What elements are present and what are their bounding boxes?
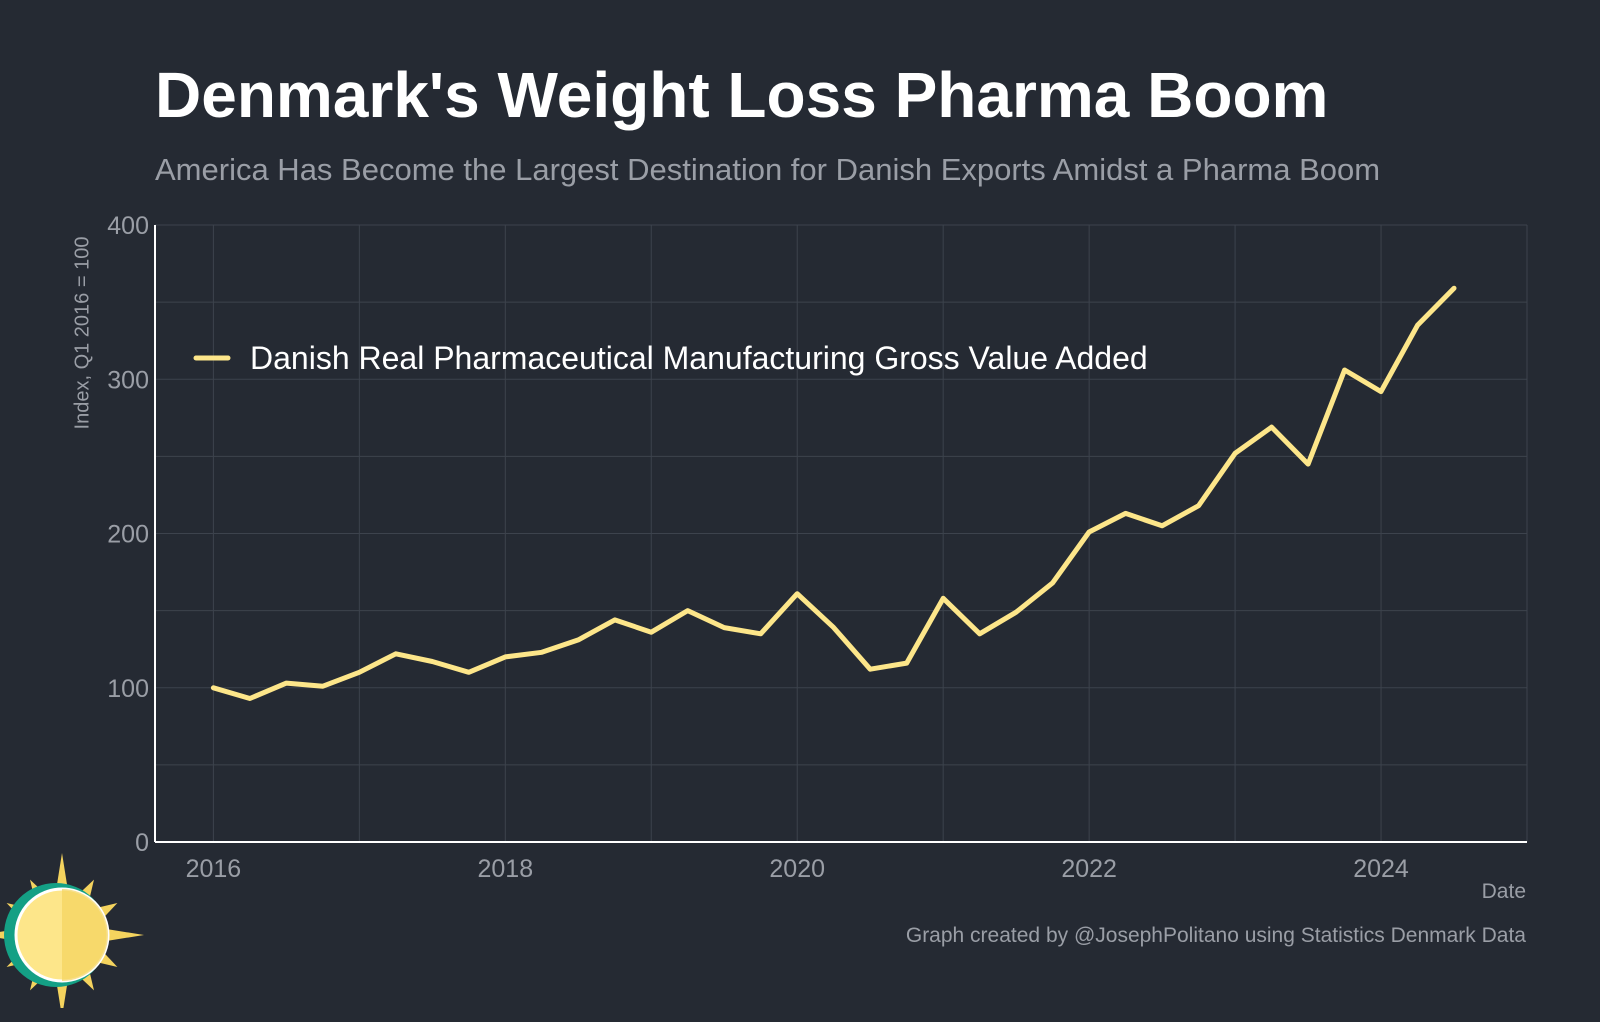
y-tick-label: 300 xyxy=(107,366,149,394)
y-tick-label: 200 xyxy=(107,521,149,549)
tick-labels: 0 100 200 300 400 2016 2018 2020 2022 2024 xyxy=(107,212,1409,883)
legend-label: Danish Real Pharmaceutical Manufacturing… xyxy=(250,340,1148,376)
x-tick-label: 2020 xyxy=(769,855,825,883)
y-tick-label: 100 xyxy=(107,675,149,703)
series-lines xyxy=(210,285,1457,701)
sun-ray xyxy=(55,853,69,892)
sun-logo-icon xyxy=(0,853,144,1008)
axes xyxy=(154,225,1527,843)
y-tick-label: 400 xyxy=(107,212,149,240)
sun-ray xyxy=(105,928,144,942)
x-tick-label: 2024 xyxy=(1353,855,1409,883)
chart-subtitle: America Has Become the Largest Destinati… xyxy=(155,152,1381,187)
x-tick-label: 2016 xyxy=(186,855,242,883)
legend: Danish Real Pharmaceutical Manufacturing… xyxy=(193,340,1148,376)
chart-title: Denmark's Weight Loss Pharma Boom xyxy=(155,59,1329,131)
y-axis-title: Index, Q1 2016 = 100 xyxy=(71,236,94,430)
x-axis-title: Date xyxy=(1481,880,1526,903)
source-credit: Graph created by @JosephPolitano using S… xyxy=(905,924,1526,947)
x-tick-label: 2018 xyxy=(477,855,533,883)
x-tick-label: 2022 xyxy=(1061,855,1117,883)
y-tick-label: 0 xyxy=(135,829,149,857)
grid-lines xyxy=(155,224,1528,842)
logo-sun-shade xyxy=(62,889,108,981)
series-line xyxy=(210,285,1457,701)
